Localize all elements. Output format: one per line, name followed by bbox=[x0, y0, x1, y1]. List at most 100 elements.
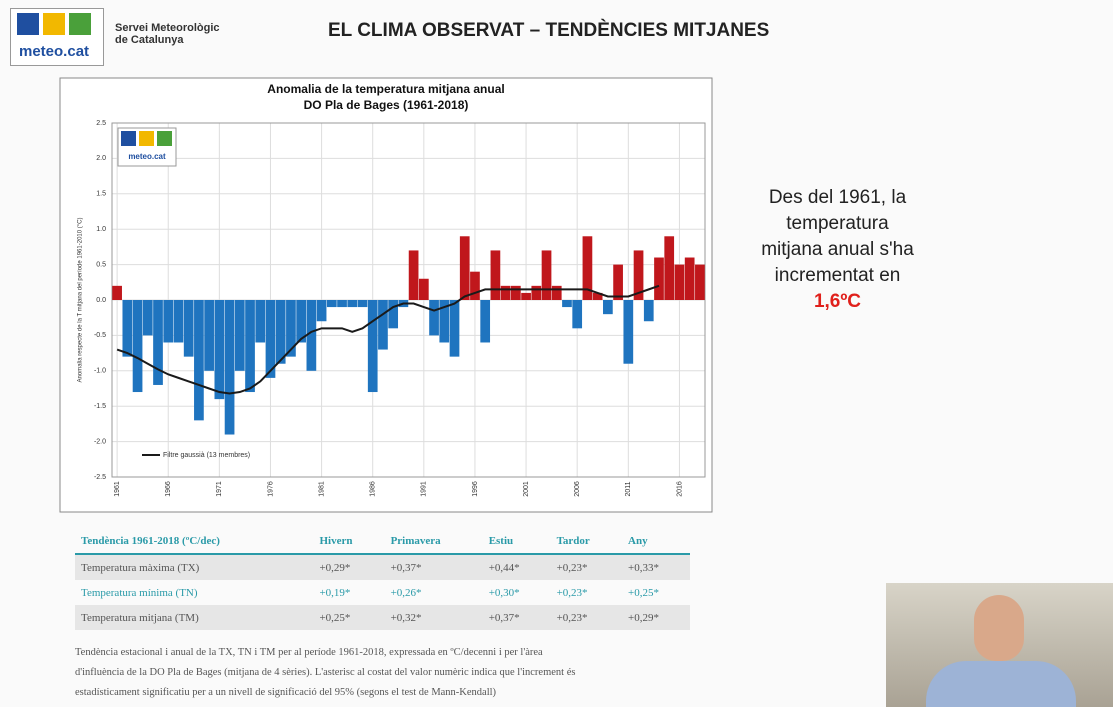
table-cell: +0,29* bbox=[313, 554, 384, 580]
table-cell: +0,44* bbox=[483, 554, 551, 580]
table-row: Temperatura mínima (TN)+0,19*+0,26*+0,30… bbox=[75, 580, 690, 605]
y-tick-label: -2.0 bbox=[94, 438, 106, 445]
y-tick-label: -1.0 bbox=[94, 368, 106, 375]
x-tick-label: 2001 bbox=[523, 481, 530, 497]
table-cell: +0,25* bbox=[622, 580, 690, 605]
legend-label: Filtre gaussià (13 membres) bbox=[163, 452, 250, 459]
bar bbox=[675, 265, 685, 300]
bar bbox=[153, 300, 163, 385]
x-tick-label: 1991 bbox=[421, 481, 428, 497]
bar bbox=[388, 300, 398, 328]
note-line: estadísticament significatiu per a un ni… bbox=[75, 683, 575, 703]
chart-logo-tile bbox=[157, 131, 172, 146]
bar bbox=[695, 265, 705, 300]
note-line: Tendència estacional i anual de la TX, T… bbox=[75, 643, 575, 663]
table-cell: +0,25* bbox=[313, 605, 384, 630]
table-cell: +0,37* bbox=[483, 605, 551, 630]
bar bbox=[419, 279, 429, 300]
x-tick-label: 1971 bbox=[216, 481, 223, 497]
webcam bbox=[886, 583, 1113, 707]
table-row: Temperatura màxima (TX)+0,29*+0,37*+0,44… bbox=[75, 554, 690, 580]
bar bbox=[245, 300, 255, 392]
bar bbox=[521, 293, 531, 300]
table-cell: +0,23* bbox=[551, 605, 622, 630]
y-tick-label: 1.0 bbox=[96, 226, 106, 233]
y-tick-label: 2.0 bbox=[96, 155, 106, 162]
header-cell: Estiu bbox=[483, 528, 551, 554]
table-cell: +0,19* bbox=[313, 580, 384, 605]
message-line: temperatura bbox=[725, 211, 950, 237]
x-tick-label: 2011 bbox=[625, 481, 632, 496]
bar bbox=[204, 300, 214, 371]
bar bbox=[542, 250, 552, 300]
chart-title: Anomalia de la temperatura mitjana anual bbox=[267, 82, 504, 96]
note-line: d'influència de la DO Pla de Bages (mitj… bbox=[75, 663, 575, 683]
bar bbox=[368, 300, 378, 392]
bar bbox=[511, 286, 521, 300]
bar bbox=[163, 300, 173, 342]
x-tick-label: 1976 bbox=[267, 481, 274, 497]
header-cell: Tendència 1961-2018 (ºC/dec) bbox=[75, 528, 313, 554]
y-tick-label: -1.5 bbox=[94, 403, 106, 410]
bar bbox=[112, 286, 122, 300]
bar bbox=[572, 300, 582, 328]
bar bbox=[133, 300, 143, 392]
table-cell: Temperatura mínima (TN) bbox=[75, 580, 313, 605]
x-tick-label: 1996 bbox=[472, 481, 479, 497]
chart-logo-tile bbox=[121, 131, 136, 146]
slide: meteo.cat Servei Meteorològic de Catalun… bbox=[0, 0, 1113, 707]
bar bbox=[562, 300, 572, 307]
bar bbox=[317, 300, 327, 321]
y-tick-label: -0.5 bbox=[94, 332, 106, 339]
bar bbox=[194, 300, 204, 420]
message-line: incrementat en bbox=[725, 263, 950, 289]
table-row: Temperatura mitjana (TM)+0,25*+0,32*+0,3… bbox=[75, 605, 690, 630]
x-tick-label: 1981 bbox=[318, 481, 325, 497]
table-cell: +0,30* bbox=[483, 580, 551, 605]
bar bbox=[552, 286, 562, 300]
message: Des del 1961, la temperatura mitjana anu… bbox=[725, 185, 950, 315]
bar bbox=[644, 300, 654, 321]
table-cell: +0,32* bbox=[385, 605, 483, 630]
y-tick-label: 2.5 bbox=[96, 120, 106, 127]
table-cell: +0,23* bbox=[551, 580, 622, 605]
bar bbox=[470, 272, 480, 300]
x-tick-label: 1986 bbox=[370, 481, 377, 497]
header-cell: Primavera bbox=[385, 528, 483, 554]
table-cell: Temperatura mitjana (TM) bbox=[75, 605, 313, 630]
y-tick-label: 1.5 bbox=[96, 191, 106, 198]
x-tick-label: 2016 bbox=[676, 481, 683, 497]
bar bbox=[429, 300, 439, 335]
bar bbox=[235, 300, 245, 371]
x-tick-label: 1961 bbox=[114, 481, 121, 497]
table-cell: Temperatura màxima (TX) bbox=[75, 554, 313, 580]
message-line: Des del 1961, la bbox=[725, 185, 950, 211]
table-cell: +0,23* bbox=[551, 554, 622, 580]
y-tick-label: -2.5 bbox=[94, 474, 106, 481]
table-note: Tendència estacional i anual de la TX, T… bbox=[75, 643, 575, 703]
bar bbox=[480, 300, 490, 342]
bar bbox=[460, 236, 470, 300]
bar bbox=[276, 300, 286, 364]
bar bbox=[664, 236, 674, 300]
x-tick-label: 2006 bbox=[574, 481, 581, 497]
bar bbox=[337, 300, 347, 307]
bar bbox=[122, 300, 132, 357]
bar bbox=[623, 300, 633, 364]
bar bbox=[378, 300, 388, 350]
bar bbox=[347, 300, 357, 307]
bar bbox=[685, 258, 695, 300]
message-line: mitjana anual s'ha bbox=[725, 237, 950, 263]
bar bbox=[603, 300, 613, 314]
bar bbox=[450, 300, 460, 357]
bar bbox=[214, 300, 224, 399]
bar bbox=[491, 250, 501, 300]
bar bbox=[174, 300, 184, 342]
bar bbox=[654, 258, 664, 300]
x-tick-label: 1966 bbox=[165, 481, 172, 497]
table-cell: +0,33* bbox=[622, 554, 690, 580]
bar bbox=[327, 300, 337, 307]
bar bbox=[613, 265, 623, 300]
